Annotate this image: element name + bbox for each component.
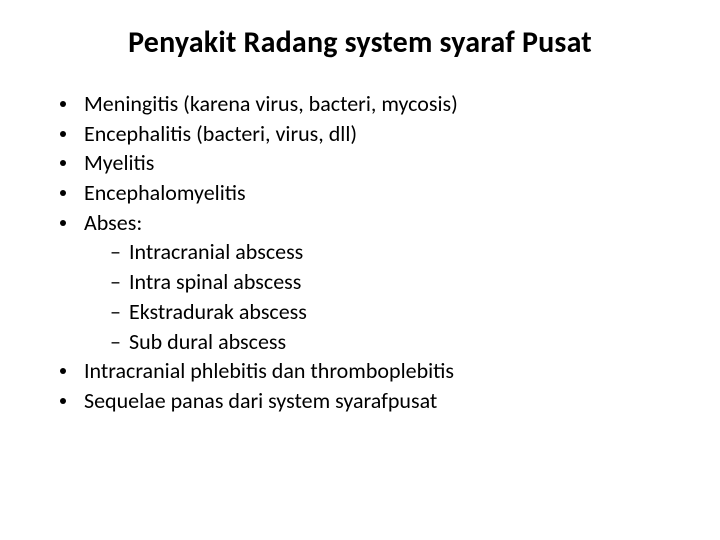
slide-content: Meningitis (karena virus, bacteri, mycos… — [40, 89, 680, 416]
bullet-text: Encephalomyelitis — [84, 178, 680, 208]
list-item: Sequelae panas dari system syarafpusat — [60, 386, 680, 416]
list-item: Encephalomyelitis — [60, 178, 680, 208]
sub-list-item: – Intracranial abscess — [110, 237, 680, 267]
bullet-icon — [60, 131, 66, 137]
dash-icon: – — [110, 267, 121, 297]
bullet-icon — [60, 220, 66, 226]
bullet-text: Encephalitis (bacteri, virus, dll) — [84, 119, 680, 149]
slide: Penyakit Radang system syaraf Pusat Meni… — [0, 0, 720, 540]
bullet-icon — [60, 398, 66, 404]
bullet-text: Intracranial phlebitis dan thromboplebit… — [84, 356, 680, 386]
sub-list-item: – Ekstradurak abscess — [110, 297, 680, 327]
sub-list: – Intracranial abscess – Intra spinal ab… — [60, 237, 680, 356]
sub-bullet-text: Intra spinal abscess — [129, 267, 301, 297]
list-item: Meningitis (karena virus, bacteri, mycos… — [60, 89, 680, 119]
sub-bullet-text: Sub dural abscess — [129, 327, 286, 357]
list-item: Intracranial phlebitis dan thromboplebit… — [60, 356, 680, 386]
bullet-text: Meningitis (karena virus, bacteri, mycos… — [84, 89, 680, 119]
bullet-icon — [60, 101, 66, 107]
bullet-text: Myelitis — [84, 148, 680, 178]
bullet-icon — [60, 160, 66, 166]
bullet-text: Abses: — [84, 208, 680, 238]
bullet-icon — [60, 368, 66, 374]
sub-bullet-text: Ekstradurak abscess — [129, 297, 307, 327]
dash-icon: – — [110, 327, 121, 357]
dash-icon: – — [110, 237, 121, 267]
bullet-text: Sequelae panas dari system syarafpusat — [84, 386, 680, 416]
sub-bullet-text: Intracranial abscess — [129, 237, 303, 267]
list-item: Myelitis — [60, 148, 680, 178]
dash-icon: – — [110, 297, 121, 327]
sub-list-item: – Intra spinal abscess — [110, 267, 680, 297]
sub-list-item: – Sub dural abscess — [110, 327, 680, 357]
bullet-icon — [60, 190, 66, 196]
slide-title: Penyakit Radang system syaraf Pusat — [40, 24, 680, 61]
list-item: Abses: — [60, 208, 680, 238]
list-item: Encephalitis (bacteri, virus, dll) — [60, 119, 680, 149]
